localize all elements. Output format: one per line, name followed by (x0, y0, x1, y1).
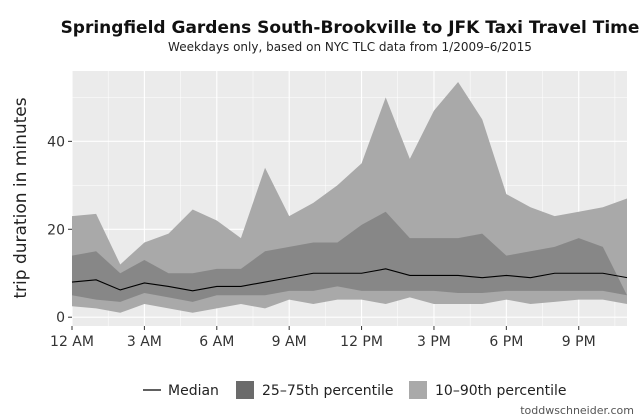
band-25-75th-percentile (72, 211, 627, 302)
x-tick-label: 12 AM (50, 334, 94, 350)
x-tick-label: 9 PM (562, 334, 596, 350)
chart-subtitle: Weekdays only, based on NYC TLC data fro… (168, 40, 532, 54)
x-tick-label: 6 PM (489, 334, 523, 350)
credit-text: toddwschneider.com (520, 404, 634, 417)
x-tick-label: 12 PM (340, 334, 383, 350)
x-tick-label: 3 PM (417, 334, 451, 350)
x-tick-label: 9 AM (272, 334, 307, 350)
legend-key-25-75 (236, 381, 254, 399)
y-tick-label: 40 (47, 134, 65, 150)
legend: Median 25–75th percentile 10–90th percen… (143, 381, 566, 399)
y-tick-label: 0 (56, 310, 65, 326)
y-axis-title: trip duration in minutes (11, 97, 31, 298)
x-tick-label: 3 AM (127, 334, 162, 350)
y-tick-label: 20 (47, 222, 65, 238)
median-line (71, 268, 628, 292)
legend-label-25-75: 25–75th percentile (262, 383, 393, 399)
x-axis-ticks: 12 AM 3 AM 6 AM 9 AM 12 PM 3 PM 6 PM 9 PM (50, 326, 596, 350)
bands-layer (72, 81, 627, 313)
legend-label-10-90: 10–90th percentile (435, 383, 566, 399)
chart-title: Springfield Gardens South-Brookville to … (61, 18, 640, 38)
x-tick-label: 6 AM (199, 334, 234, 350)
legend-label-median: Median (168, 383, 219, 399)
median-line-layer (71, 268, 628, 292)
y-axis-ticks: 0 20 40 (47, 134, 72, 326)
legend-key-10-90 (409, 381, 427, 399)
